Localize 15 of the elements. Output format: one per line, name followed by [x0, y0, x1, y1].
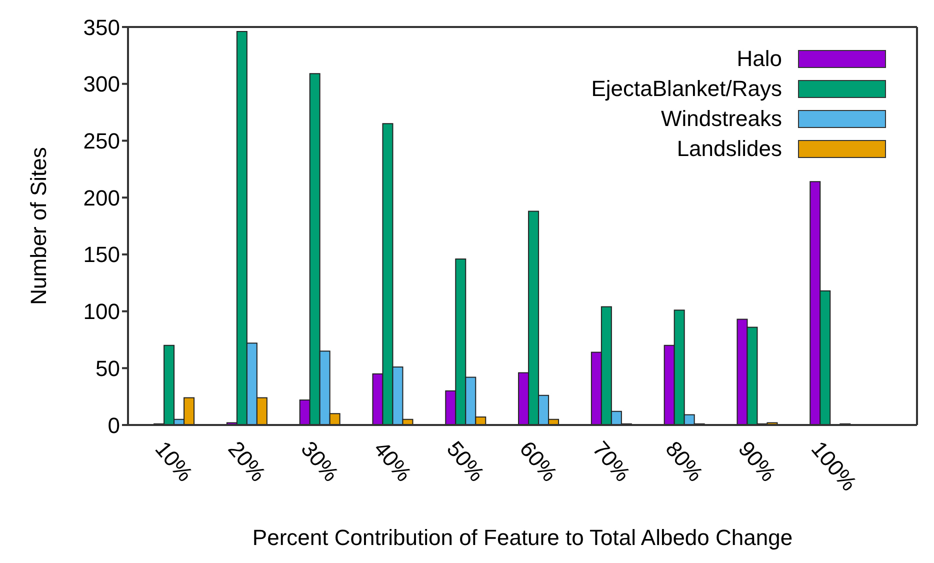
y-tick-label: 300 [83, 72, 120, 97]
y-tick-label: 150 [83, 242, 120, 268]
x-axis-title: Percent Contribution of Feature to Total Albedo Change [252, 525, 793, 550]
legend-label: Landslides [676, 136, 782, 162]
x-tick-label: 40% [369, 436, 417, 486]
legend-label: Halo [736, 46, 782, 72]
y-tick-label: 250 [83, 128, 120, 154]
y-tick-label: 50 [96, 356, 120, 381]
y-tick-label: 0 [108, 412, 120, 438]
y-tick-label: 100 [83, 299, 120, 324]
y-tick-label: 200 [83, 185, 120, 210]
y-axis-title: Number of Sites [26, 147, 51, 305]
legend-label: Windstreaks [660, 106, 782, 132]
y-tick-label: 350 [83, 14, 120, 40]
legend-label: EjectaBlanket/Rays [591, 76, 782, 102]
